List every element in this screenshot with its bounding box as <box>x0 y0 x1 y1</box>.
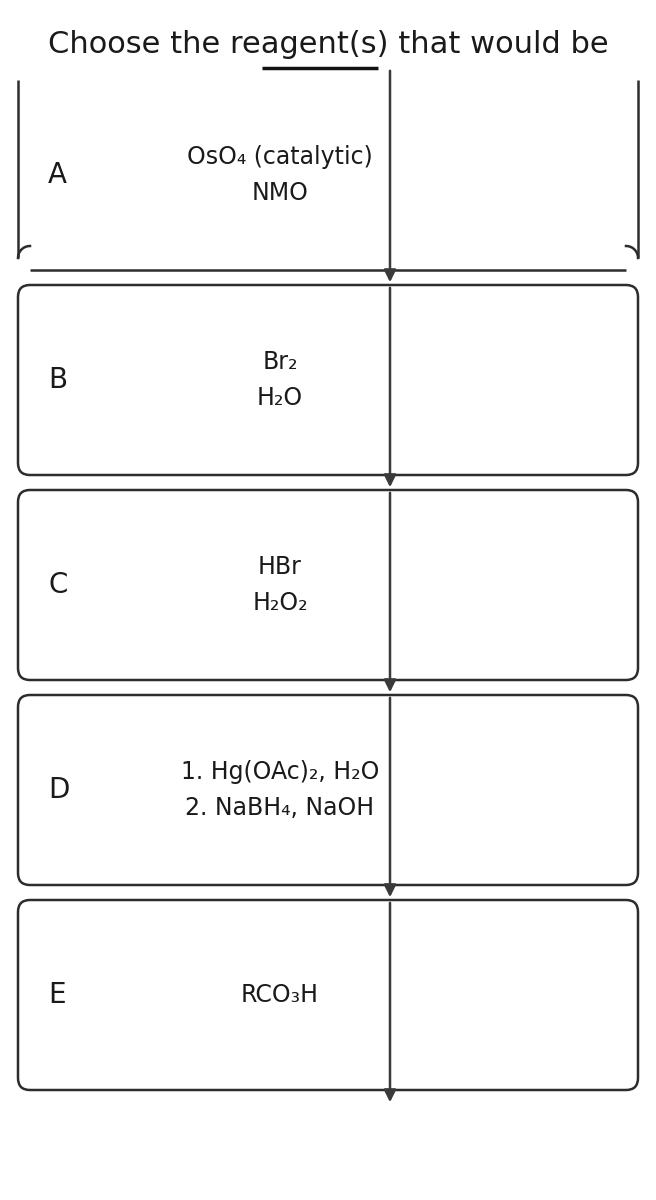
Text: Br₂: Br₂ <box>262 350 298 374</box>
PathPatch shape <box>18 900 638 1090</box>
Text: OsO₄ (catalytic): OsO₄ (catalytic) <box>187 145 373 169</box>
PathPatch shape <box>18 490 638 680</box>
Text: 1. Hg(OAc)₂, H₂O: 1. Hg(OAc)₂, H₂O <box>181 760 379 784</box>
Text: C: C <box>48 571 68 599</box>
Text: B: B <box>48 366 67 394</box>
PathPatch shape <box>18 284 638 475</box>
Text: A: A <box>48 161 67 188</box>
Text: HBr: HBr <box>258 554 302 578</box>
Text: E: E <box>48 982 66 1009</box>
Text: 2. NaBH₄, NaOH: 2. NaBH₄, NaOH <box>186 796 375 820</box>
Text: RCO₃H: RCO₃H <box>241 983 319 1007</box>
Text: Choose the reagent(s) that would be: Choose the reagent(s) that would be <box>48 30 608 59</box>
Text: H₂O: H₂O <box>257 386 303 410</box>
Text: H₂O₂: H₂O₂ <box>252 590 308 614</box>
Text: NMO: NMO <box>251 181 308 205</box>
Text: D: D <box>48 776 70 804</box>
PathPatch shape <box>18 695 638 886</box>
